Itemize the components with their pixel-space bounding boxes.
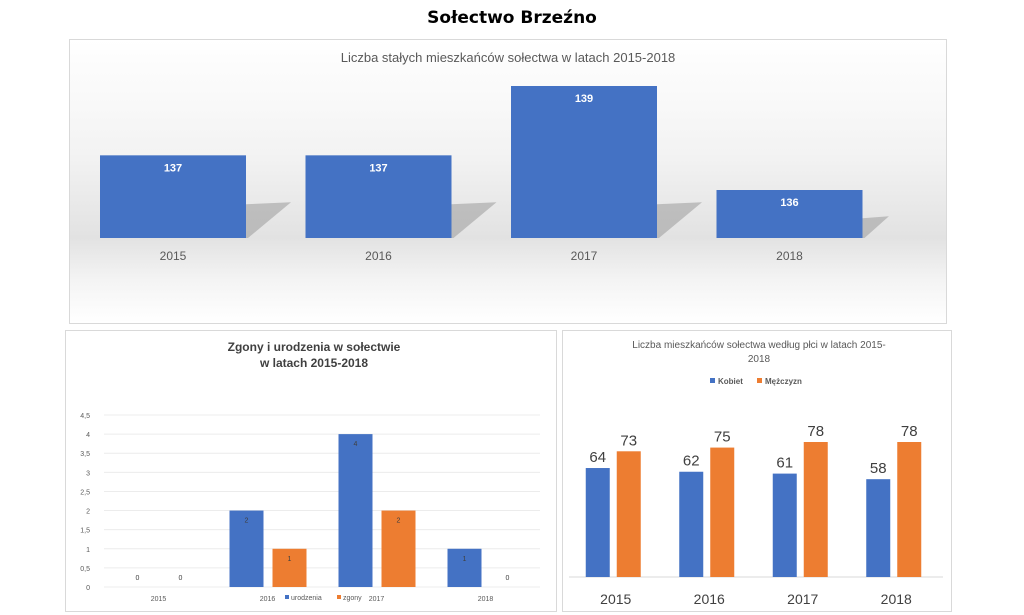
legend-swatch — [710, 378, 715, 383]
data-label: 0 — [179, 575, 183, 582]
bar — [710, 447, 735, 577]
chart-title-line: Liczba mieszkańców sołectwa według płci … — [632, 340, 885, 351]
x-tick-label: 2017 — [571, 249, 598, 263]
bar — [866, 479, 891, 577]
data-label: 4 — [354, 441, 358, 448]
residents-chart: Liczba stałych mieszkańców sołectwa w la… — [100, 50, 889, 263]
legend-swatch — [757, 378, 762, 383]
bar-shadow — [246, 202, 291, 238]
bar — [679, 471, 704, 577]
y-tick-label: 2,5 — [80, 489, 90, 496]
x-tick-label: 2016 — [694, 591, 725, 607]
chart-title: Liczba stałych mieszkańców sołectwa w la… — [341, 50, 676, 65]
residents-chart-panel: Liczba stałych mieszkańców sołectwa w la… — [69, 39, 947, 324]
legend-swatch — [285, 595, 289, 599]
data-label: 2 — [245, 518, 249, 525]
data-label: 0 — [136, 575, 140, 582]
bar — [381, 510, 416, 587]
x-tick-label: 2017 — [369, 596, 385, 603]
chart-title-line: 2018 — [748, 354, 771, 365]
bar — [716, 190, 863, 238]
y-tick-label: 3,5 — [80, 451, 90, 458]
x-tick-label: 2017 — [787, 591, 818, 607]
data-label: 75 — [714, 429, 731, 446]
x-tick-label: 2018 — [478, 596, 494, 603]
bar — [897, 442, 922, 577]
x-tick-label: 2015 — [151, 596, 167, 603]
y-tick-label: 4 — [86, 432, 90, 439]
y-tick-label: 0,5 — [80, 566, 90, 573]
bar — [229, 510, 264, 587]
data-label: 137 — [164, 162, 182, 174]
bar-shadow — [451, 202, 497, 238]
legend-label: urodzenia — [291, 595, 322, 602]
gender-chart: Liczba mieszkańców sołectwa według płci … — [569, 340, 943, 607]
x-tick-label: 2016 — [365, 249, 392, 263]
gender-chart-panel: Liczba mieszkańców sołectwa według płci … — [562, 330, 952, 612]
y-tick-label: 1,5 — [80, 528, 90, 535]
data-label: 62 — [683, 453, 700, 470]
bar — [305, 155, 452, 238]
data-label: 0 — [506, 575, 510, 582]
legend-swatch — [337, 595, 341, 599]
legend-label: zgony — [343, 595, 362, 602]
bar — [338, 434, 373, 587]
y-tick-label: 0 — [86, 585, 90, 592]
page-title: Sołectwo Brzeźno — [427, 8, 597, 28]
bar — [772, 473, 797, 577]
legend-label: Kobiet — [718, 377, 743, 386]
x-tick-label: 2015 — [160, 249, 187, 263]
data-label: 1 — [288, 556, 292, 563]
y-tick-label: 1 — [86, 547, 90, 554]
data-label: 2 — [397, 518, 401, 525]
data-label: 136 — [780, 197, 798, 209]
bar — [100, 155, 246, 238]
x-tick-label: 2016 — [260, 596, 276, 603]
bar — [272, 548, 307, 587]
data-label: 61 — [776, 455, 793, 472]
legend-label: Mężczyzn — [765, 377, 802, 386]
chart-title-line: Zgony i urodzenia w sołectwie — [228, 340, 401, 354]
bar — [803, 442, 828, 577]
data-label: 73 — [620, 432, 637, 449]
x-tick-label: 2015 — [600, 591, 631, 607]
y-tick-label: 4,5 — [80, 413, 90, 420]
bar — [447, 548, 482, 587]
data-label: 139 — [575, 93, 593, 105]
bar — [616, 451, 641, 577]
births-deaths-chart: Zgony i urodzenia w sołectwie w latach 20… — [80, 340, 540, 603]
data-label: 64 — [589, 449, 606, 466]
bar-shadow — [657, 202, 702, 238]
x-tick-label: 2018 — [776, 249, 803, 263]
bar — [511, 86, 657, 238]
data-label: 78 — [901, 423, 918, 440]
births-deaths-chart-panel: Zgony i urodzenia w sołectwie w latach 20… — [65, 330, 557, 612]
bar-shadow — [862, 216, 889, 238]
data-label: 58 — [870, 460, 887, 477]
chart-title-line: w latach 2015-2018 — [259, 356, 368, 370]
x-tick-label: 2018 — [881, 591, 912, 607]
y-tick-label: 2 — [86, 509, 90, 516]
data-label: 137 — [369, 162, 387, 174]
data-label: 78 — [807, 423, 824, 440]
bar — [585, 468, 610, 577]
data-label: 1 — [463, 556, 467, 563]
y-tick-label: 3 — [86, 470, 90, 477]
